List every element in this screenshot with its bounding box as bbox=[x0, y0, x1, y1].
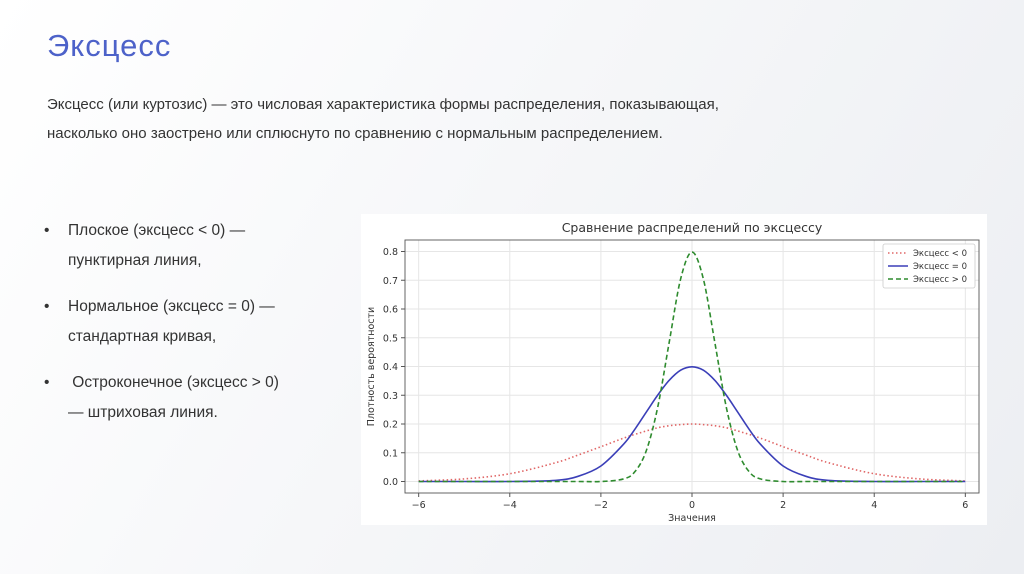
y-tick-label: 0.0 bbox=[383, 477, 398, 488]
intro-line-2: насколько оно заострено или сплюснуто по… bbox=[47, 125, 663, 142]
chart-title: Сравнение распределений по эксцессу bbox=[562, 220, 823, 235]
y-tick-label: 0.5 bbox=[383, 333, 398, 344]
y-axis-label: Плотность вероятности bbox=[366, 307, 377, 426]
intro-paragraph: Эксцесс (или куртозис) — это числовая ха… bbox=[47, 90, 827, 148]
x-tick-label: −2 bbox=[594, 500, 608, 511]
x-tick-label: −6 bbox=[412, 500, 426, 511]
legend-label: Эксцесс = 0 bbox=[913, 262, 967, 272]
bullet-text: стандартная кривая, bbox=[68, 328, 217, 345]
series-line-2 bbox=[418, 251, 966, 483]
kurtosis-chart: Сравнение распределений по эксцессу −6 −4 −… bbox=[361, 214, 987, 525]
y-tick-label: 0.8 bbox=[383, 247, 398, 258]
x-axis-label: Значения bbox=[668, 513, 716, 524]
legend-label: Эксцесс > 0 bbox=[913, 275, 967, 285]
x-tick-label: 0 bbox=[689, 500, 695, 511]
bullet-text: пунктирная линия, bbox=[68, 252, 202, 269]
legend-label: Эксцесс < 0 bbox=[913, 249, 967, 259]
legend-box bbox=[882, 243, 976, 289]
y-tick-label: 0.2 bbox=[383, 420, 398, 431]
slide-title: Эксцесс bbox=[47, 28, 172, 63]
y-tick-label: 0.6 bbox=[383, 305, 398, 316]
series-line-1 bbox=[418, 365, 966, 483]
y-tick-label: 0.1 bbox=[383, 448, 398, 459]
series-line-0 bbox=[418, 423, 966, 482]
y-tick-label: 0.4 bbox=[383, 362, 398, 373]
intro-line-1: Эксцесс (или куртозис) — это числовая ха… bbox=[47, 96, 719, 113]
y-tick-label: 0.3 bbox=[383, 391, 398, 402]
bullet-item-peaked: Остроконечное (эксцесс > 0) — штриховая … bbox=[44, 368, 344, 428]
bullet-item-normal: Нормальное (эксцесс = 0) — стандартная к… bbox=[44, 292, 344, 352]
x-tick-label: −4 bbox=[503, 500, 517, 511]
chart-svg: Сравнение распределений по эксцессу −6 −4 −… bbox=[366, 220, 980, 524]
x-tick-label: 2 bbox=[780, 500, 786, 511]
bullet-text: Остроконечное (эксцесс > 0) bbox=[68, 374, 279, 391]
bullet-text: — штриховая линия. bbox=[68, 404, 218, 421]
bullet-item-flat: Плоское (эксцесс < 0) — пунктирная линия… bbox=[44, 216, 344, 276]
x-tick-label: 4 bbox=[871, 500, 877, 511]
x-tick-label: 6 bbox=[962, 500, 968, 511]
bullet-list: Плоское (эксцесс < 0) — пунктирная линия… bbox=[44, 216, 344, 444]
bullet-text: Плоское (эксцесс < 0) — bbox=[68, 222, 246, 239]
bullet-text: Нормальное (эксцесс = 0) — bbox=[68, 298, 275, 315]
y-tick-label: 0.7 bbox=[383, 276, 398, 287]
